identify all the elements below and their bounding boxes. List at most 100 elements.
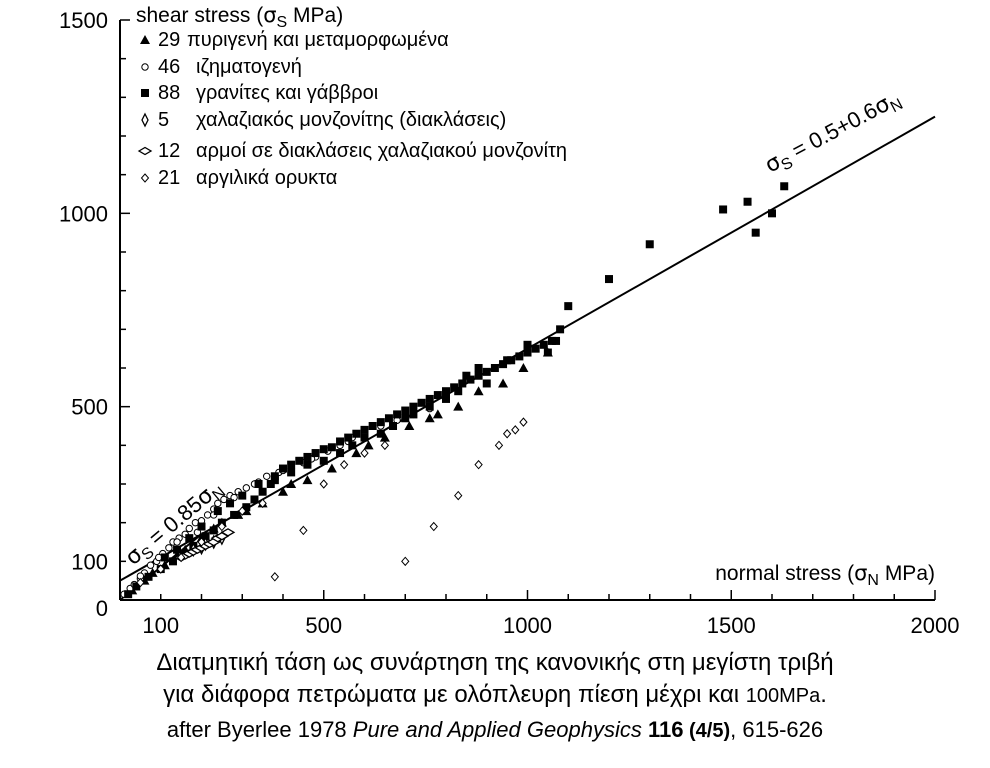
- data-point: [319, 479, 328, 489]
- data-point: [238, 491, 247, 500]
- data-point: [185, 524, 193, 533]
- data-point: [425, 394, 434, 403]
- data-point: [401, 414, 410, 423]
- caption-citation: after Byerlee 1978 Pure and Applied Geop…: [0, 714, 990, 747]
- data-point: [379, 432, 390, 442]
- caption-line-2-end: .: [820, 681, 827, 708]
- data-point: [453, 401, 464, 411]
- data-point: [511, 425, 520, 435]
- data-point: [404, 421, 415, 430]
- y-tick-label: 1000: [59, 201, 108, 226]
- y-tick-label: 0: [96, 596, 108, 621]
- data-point: [351, 448, 362, 458]
- series-3: [124, 182, 789, 599]
- citation-journal: Pure and Applied Geophysics: [352, 717, 642, 742]
- data-point: [768, 209, 776, 218]
- data-point: [213, 507, 222, 516]
- caption-line-2-pressure: 100MPa: [745, 685, 821, 707]
- legend-count: 12: [158, 140, 180, 162]
- data-point: [380, 440, 390, 451]
- data-points: [120, 182, 789, 599]
- tick-marks: [120, 19, 936, 601]
- data-point: [401, 406, 410, 415]
- data-point: [442, 387, 450, 396]
- data-point: [124, 590, 133, 599]
- data-point: [303, 452, 312, 461]
- data-point: [531, 344, 540, 353]
- data-point: [605, 275, 613, 284]
- data-point: [295, 456, 304, 465]
- legend-count: 29: [158, 29, 180, 51]
- data-point: [499, 360, 508, 369]
- data-point: [279, 464, 287, 473]
- data-point: [523, 348, 532, 357]
- y-tick-label: 1500: [59, 8, 108, 33]
- data-point: [270, 572, 280, 582]
- data-point: [425, 402, 434, 411]
- data-point: [424, 413, 435, 423]
- data-point: [409, 402, 418, 411]
- data-point: [278, 486, 288, 496]
- legend-marker: [140, 173, 150, 183]
- data-point: [160, 553, 169, 562]
- data-point: [547, 336, 556, 345]
- data-point: [360, 433, 369, 442]
- data-point: [303, 460, 312, 469]
- data-point: [197, 537, 206, 547]
- data-point: [474, 459, 483, 470]
- data-point: [220, 528, 236, 537]
- data-point: [743, 197, 752, 206]
- data-point: [336, 449, 345, 458]
- legend-marker: [140, 35, 150, 44]
- data-point: [326, 463, 337, 473]
- data-point: [482, 367, 491, 376]
- data-point: [376, 418, 385, 427]
- data-point: [287, 468, 296, 477]
- legend: 29 πυριγενή και μεταμορφωμένα 46 ιζηματογεν…: [137, 29, 567, 189]
- legend-marker: [141, 63, 149, 71]
- data-point: [146, 561, 155, 569]
- x-tick-label: 1500: [707, 613, 756, 638]
- y-tick-label: 500: [71, 395, 108, 420]
- legend-label: πυριγενή και μεταμορφωμένα: [187, 29, 449, 51]
- data-point: [474, 364, 483, 372]
- data-point: [376, 429, 385, 438]
- legend-label: γρανίτες και γάββροι: [196, 82, 378, 104]
- legend-count: 21: [158, 167, 180, 189]
- data-point: [539, 340, 548, 349]
- data-point: [384, 414, 393, 423]
- data-point: [299, 525, 308, 536]
- data-point: [230, 493, 238, 502]
- legend-marker: [137, 146, 153, 156]
- data-point: [458, 379, 467, 388]
- data-point: [238, 506, 247, 516]
- data-point: [201, 532, 210, 541]
- data-point: [519, 417, 528, 427]
- data-point: [556, 325, 565, 334]
- legend-count: 5: [158, 109, 169, 131]
- data-point: [564, 302, 573, 311]
- data-point: [348, 441, 357, 450]
- data-point: [780, 182, 789, 191]
- data-point: [352, 429, 361, 438]
- data-point: [363, 440, 374, 450]
- data-point: [214, 499, 222, 508]
- data-point: [209, 526, 218, 535]
- data-point: [433, 391, 442, 400]
- data-point: [450, 383, 459, 392]
- data-point: [360, 448, 369, 458]
- citation-issue: (4/5): [683, 720, 731, 742]
- x-tick-label: 100: [142, 613, 179, 638]
- legend-label: αρμοί σε διακλάσεις χαλαζιακού μονζονίτη: [196, 140, 567, 162]
- y-tick-label: 100: [71, 549, 108, 574]
- data-point: [226, 499, 235, 508]
- legend-label: ιζηματογενή: [196, 56, 302, 78]
- fit-lines: [119, 115, 936, 601]
- caption-line-2-text: για διάφορα πετρώματα με ολόπλευρη πίεση…: [163, 681, 746, 708]
- data-point: [165, 544, 173, 552]
- data-point: [217, 521, 227, 532]
- data-point: [473, 386, 484, 396]
- data-point: [751, 228, 760, 237]
- data-point: [242, 503, 251, 512]
- legend-label: χαλαζιακός μονζονίτης (διακλάσεις): [196, 109, 506, 131]
